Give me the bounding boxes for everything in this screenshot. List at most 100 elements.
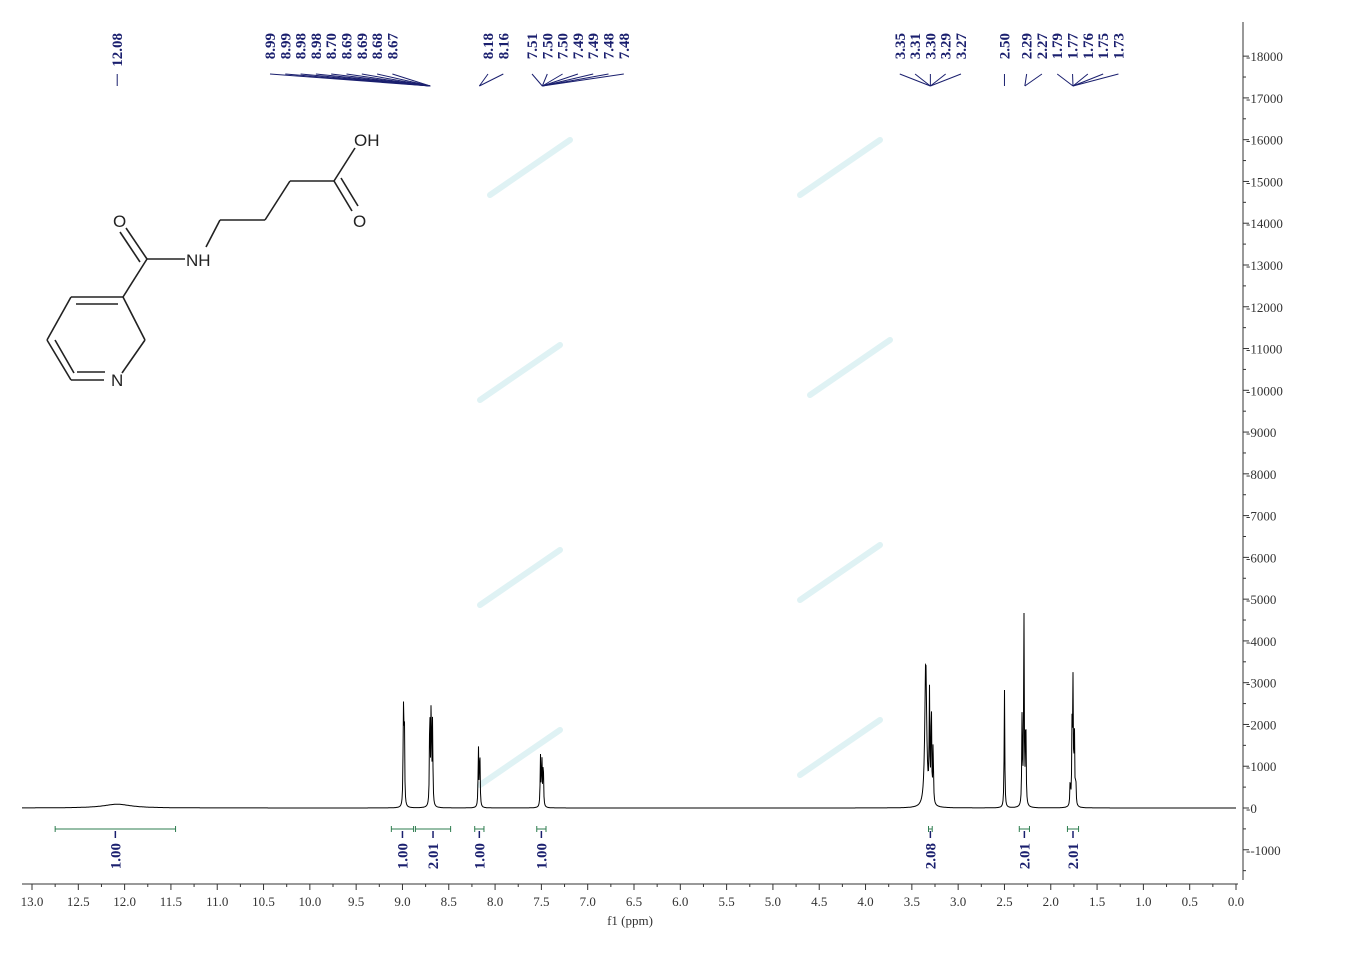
y-tick-label: -13000 [1246,258,1283,273]
peak-leader-line [376,73,431,87]
peak-leader-line [1056,73,1074,87]
integral-value: 2.01 [426,843,442,869]
y-tick-label: -0 [1246,801,1257,816]
x-tick-label: 1.0 [1135,894,1151,909]
watermark-mark [477,727,563,788]
peak-label: 2.27 [1035,33,1051,60]
x-tick-label: 4.0 [857,894,873,909]
peak-leader-line [542,73,563,87]
peak-leader-line [531,73,543,87]
peak-label: 7.48 [617,33,633,59]
watermark-mark [797,542,883,603]
y-tick-label: -16000 [1246,133,1283,148]
integral-value: 2.01 [1017,843,1033,869]
peak-label: 7.48 [602,33,618,59]
integrals-group: 1.00 1.00 2.01 1.00 1.00 2.08 2.01 2.01 [54,826,1082,869]
peak-label: 1.77 [1066,33,1082,60]
peak-leader-line [479,73,504,87]
y-tick-label: -3000 [1246,676,1276,691]
peak-label: 2.29 [1020,33,1036,59]
peak-label: 3.29 [939,33,955,59]
y-tick-label: -10000 [1246,383,1283,398]
peak-label: 8.98 [294,33,310,59]
peak-leader-line [1072,73,1104,87]
peak-leader-line [541,73,548,87]
x-tick-label: 0.5 [1182,894,1198,909]
peak-label: 8.69 [355,33,371,59]
y-tick-label: -7000 [1246,509,1276,524]
molecule-structure [46,147,359,381]
peak-label: 7.49 [586,33,602,59]
peak-label: 7.50 [556,33,572,59]
peak-leader-line [361,73,431,87]
x-tick-label: 0.0 [1228,894,1244,909]
peak-label: 7.49 [571,33,587,59]
x-tick-label: 3.5 [904,894,920,909]
y-tick-label: -4000 [1246,634,1276,649]
peak-leader-line [478,73,489,87]
integral-value: 1.00 [472,843,488,869]
peak-label: 8.16 [496,33,512,60]
molecule-atom-o-acid: O [353,212,366,231]
peak-label: 3.35 [893,33,909,59]
peak-leader-line [542,73,624,87]
x-tick-label: 11.5 [160,894,182,909]
x-tick-label: 9.0 [394,894,410,909]
peak-leader-line [1072,73,1089,87]
peak-label: 1.75 [1096,33,1112,59]
peak-label: 3.27 [954,33,970,60]
peak-leader-line [392,73,431,87]
watermark-group [477,137,893,788]
x-tick-label: 4.5 [811,894,827,909]
peak-label: 8.68 [370,33,386,59]
peak-label: 12.08 [110,33,126,67]
peak-label: 1.79 [1050,33,1066,59]
peak-labels-group: 12.08 8.99 8.99 8.98 8.98 8.70 8.69 8.69 8.68 8.6… [110,33,1127,87]
watermark-mark [477,547,563,608]
peak-label: 8.99 [278,33,294,59]
molecule-atom-n: N [111,371,123,390]
molecule-atom-oh: OH [354,131,380,150]
peak-leader-line [914,73,931,87]
x-axis-title: f1 (ppm) [607,913,653,928]
y-tick-label: -11000 [1246,342,1282,357]
x-tick-label: 10.0 [298,894,321,909]
x-tick-label: 2.0 [1043,894,1059,909]
x-tick-label: 13.0 [21,894,44,909]
peak-label: 8.98 [309,33,325,59]
peak-leader-line [930,73,962,87]
watermark-mark [797,137,883,198]
integral-value: 1.00 [534,843,550,869]
y-tick-label: -14000 [1246,216,1283,231]
x-tick-label: 8.0 [487,894,503,909]
x-tick-label: 7.5 [533,894,549,909]
peak-label: 1.73 [1111,33,1127,59]
y-tick-label: -2000 [1246,717,1276,732]
y-tick-label: -17000 [1246,91,1283,106]
molecule-atom-nh: NH [186,251,211,270]
x-tick-label: 7.0 [580,894,596,909]
peak-label: 3.30 [923,33,939,59]
x-tick-label: 12.5 [67,894,90,909]
peak-label: 8.99 [263,33,279,59]
y-tick-label: -8000 [1246,467,1276,482]
y-tick-label: -9000 [1246,425,1276,440]
y-tick-label: --1000 [1246,843,1281,858]
peak-leader-line [1024,73,1043,87]
x-tick-label: 10.5 [252,894,275,909]
peak-label: 3.31 [908,33,924,59]
x-tick-label: 12.0 [113,894,136,909]
peak-leader-line [899,73,931,87]
watermark-mark [477,342,563,403]
y-tick-label: -18000 [1246,49,1283,64]
peak-leader-line [930,73,946,87]
peak-leader-line [1024,73,1028,87]
axes-group: 13.0 12.5 12.0 11.5 11.0 10.5 10.0 9.5 9.0 8.5 8.0… [21,22,1283,909]
x-tick-label: 5.0 [765,894,781,909]
watermark-mark [797,717,883,778]
x-tick-label: 2.5 [996,894,1012,909]
watermark-mark [487,137,573,198]
peak-leader-line [1072,73,1119,87]
y-tick-label: -6000 [1246,550,1276,565]
